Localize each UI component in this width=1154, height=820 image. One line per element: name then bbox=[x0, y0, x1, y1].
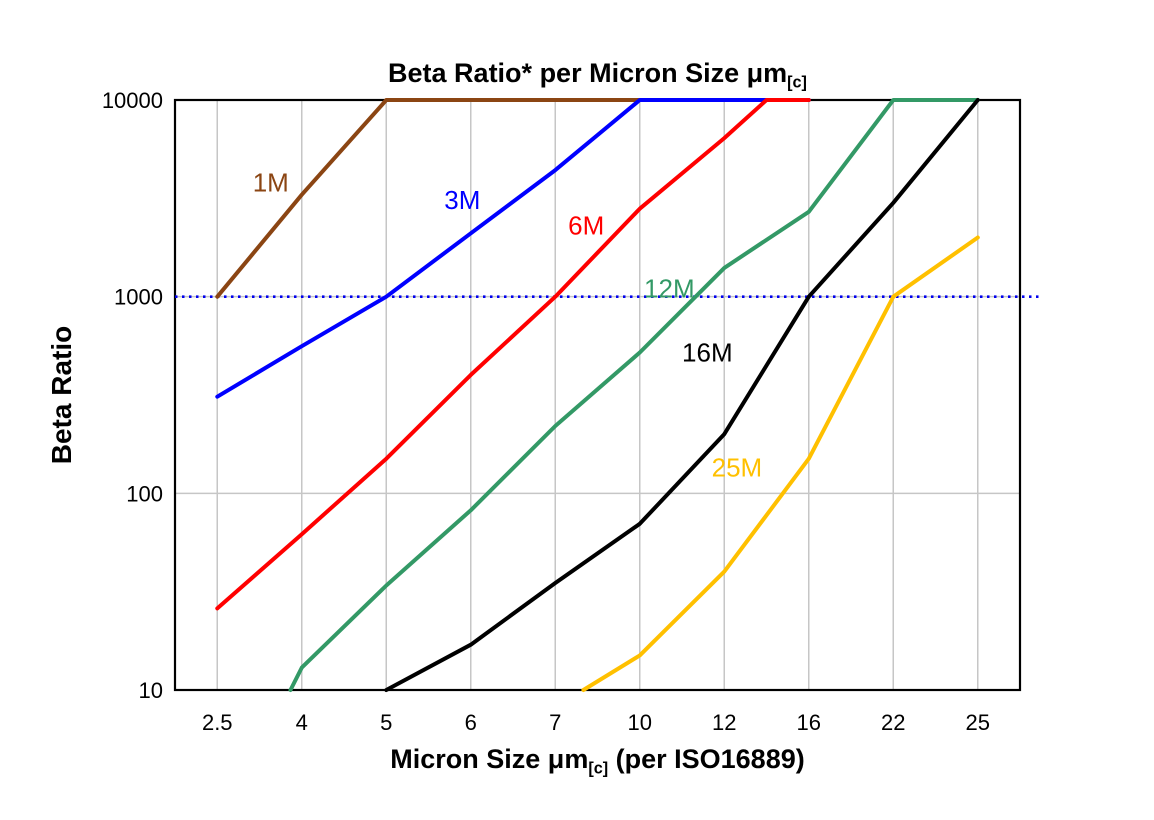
series-line-12M bbox=[288, 98, 980, 692]
y-tick-label: 10000 bbox=[102, 88, 163, 113]
x-axis-title-post: (per ISO16889) bbox=[608, 744, 805, 774]
series-label-1M: 1M bbox=[253, 168, 289, 198]
y-tick-label: 10 bbox=[139, 678, 163, 703]
x-tick-label: 16 bbox=[797, 710, 821, 735]
y-tick-label: 100 bbox=[126, 481, 163, 506]
series-label-25M: 25M bbox=[712, 453, 763, 483]
x-tick-label: 4 bbox=[296, 710, 308, 735]
x-axis-title-pre: Micron Size bbox=[390, 744, 548, 774]
chart-title-text: Beta Ratio* per Micron Size bbox=[388, 58, 747, 88]
chart-title-subscript: [c] bbox=[787, 73, 807, 92]
x-axis-title-subscript: [c] bbox=[588, 759, 609, 778]
x-axis-title: Micron Size μm[c] (per ISO16889) bbox=[175, 744, 1020, 779]
series-line-25M bbox=[581, 235, 980, 692]
series-line-3M bbox=[215, 98, 811, 399]
x-tick-label: 2.5 bbox=[202, 710, 233, 735]
series-label-16M: 16M bbox=[682, 338, 733, 368]
x-tick-label: 12 bbox=[712, 710, 736, 735]
x-tick-label: 10 bbox=[628, 710, 652, 735]
chart-title: Beta Ratio* per Micron Size μm[c] bbox=[175, 58, 1020, 93]
chart-title-mu: μm bbox=[746, 58, 788, 88]
y-axis-title: Beta Ratio bbox=[46, 325, 77, 465]
series-line-16M bbox=[384, 98, 980, 692]
x-tick-label: 6 bbox=[465, 710, 477, 735]
x-tick-label: 22 bbox=[881, 710, 905, 735]
y-tick-label: 1000 bbox=[114, 285, 163, 310]
series-label-3M: 3M bbox=[444, 185, 480, 215]
series-line-1M bbox=[215, 98, 642, 299]
series-line-6M bbox=[215, 98, 811, 611]
series-label-12M: 12M bbox=[644, 274, 695, 304]
x-tick-label: 25 bbox=[966, 710, 990, 735]
x-axis-title-mu: μm bbox=[547, 744, 589, 774]
series-label-6M: 6M bbox=[568, 211, 604, 241]
x-tick-label: 5 bbox=[380, 710, 392, 735]
x-tick-label: 7 bbox=[549, 710, 561, 735]
